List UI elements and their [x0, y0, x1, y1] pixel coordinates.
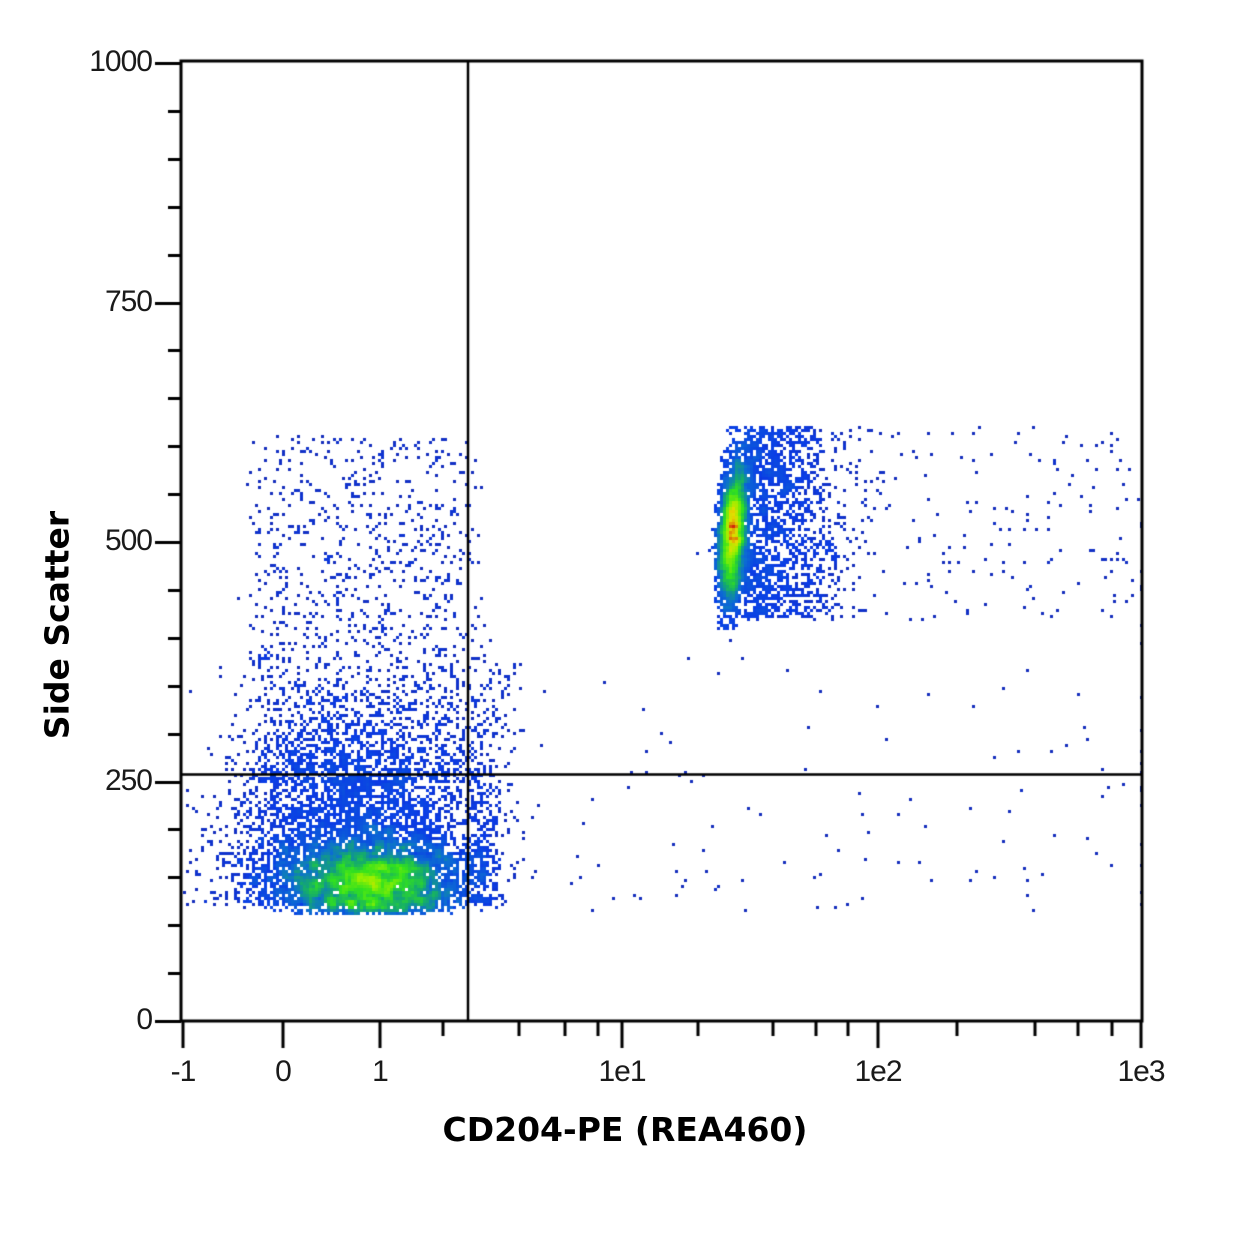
x-tick-label-neg1: -1: [170, 1055, 197, 1088]
x-tick-label-1e3: 1e3: [1117, 1055, 1165, 1088]
x-axis-title: CD204-PE (REA460): [442, 1110, 808, 1149]
x-tick-label-0: 0: [275, 1055, 292, 1088]
y-tick-label-1000: 1000: [89, 45, 153, 78]
x-tick-label-1: 1: [372, 1055, 389, 1088]
y-tick-label-500: 500: [104, 524, 153, 557]
x-tick-label-1e2: 1e2: [854, 1055, 902, 1088]
y-axis-title: Side Scatter: [37, 510, 77, 740]
y-tick-label-750: 750: [104, 284, 153, 318]
y-tick-label-0: 0: [136, 1003, 153, 1036]
x-tick-label-1e1: 1e1: [598, 1055, 646, 1088]
y-tick-label-250: 250: [104, 763, 153, 797]
